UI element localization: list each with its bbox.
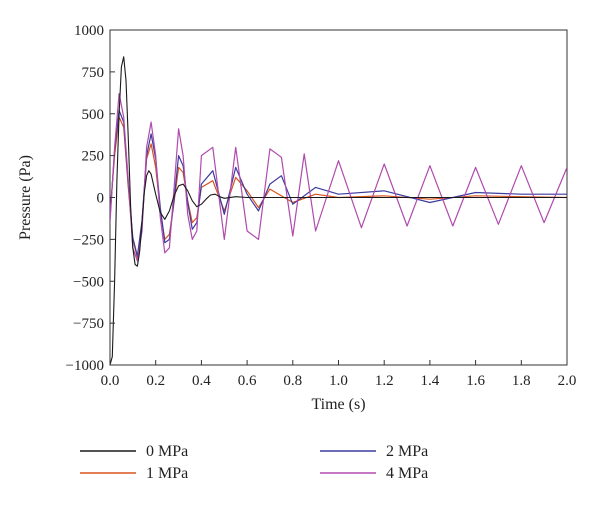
y-tick-label: 500 (82, 107, 105, 123)
x-tick-label: 2.0 (558, 373, 577, 389)
legend-label-2: 2 MPa (386, 443, 428, 460)
legend: 0 MPa 1 MPa 2 MPa 4 MPa (80, 443, 428, 482)
x-tick-label: 0.4 (192, 373, 211, 389)
y-axis-title: Pressure (Pa) (17, 155, 34, 240)
x-tick-label: 1.4 (421, 373, 440, 389)
x-tick-label: 0.8 (283, 373, 302, 389)
y-tick-label: −500 (73, 274, 104, 290)
x-tick-label: 0.6 (238, 373, 257, 389)
x-tick-label: 0.0 (101, 373, 120, 389)
legend-label-3: 4 MPa (386, 465, 428, 482)
series-layer (110, 56, 567, 365)
x-tick-label: 0.2 (146, 373, 165, 389)
series-line-1 (110, 116, 567, 259)
x-tick-label: 1.8 (512, 373, 531, 389)
x-tick-label: 1.2 (375, 373, 394, 389)
series-line-3 (110, 92, 567, 262)
y-tick-label: −750 (73, 316, 104, 332)
x-axis-title: Time (s) (311, 396, 365, 413)
series-line-0 (110, 56, 567, 365)
legend-label-1: 1 MPa (146, 465, 188, 482)
y-axis-ticks: −1000 −750 −500 −250 0 250 500 750 1000 (66, 23, 115, 374)
y-tick-label: 1000 (74, 23, 104, 39)
y-tick-label: −1000 (66, 358, 104, 374)
y-tick-label: 0 (97, 191, 105, 207)
legend-label-0: 0 MPa (146, 443, 188, 460)
series-line-2 (110, 109, 567, 257)
y-tick-label: 250 (82, 149, 105, 165)
y-tick-label: 750 (82, 65, 105, 81)
x-tick-label: 1.6 (466, 373, 485, 389)
x-axis-ticks: 0.0 0.2 0.4 0.6 0.8 1.0 1.2 1.4 1.6 1.8 2.0 (101, 360, 577, 389)
y-tick-label: −250 (73, 232, 104, 248)
x-tick-label: 1.0 (329, 373, 348, 389)
